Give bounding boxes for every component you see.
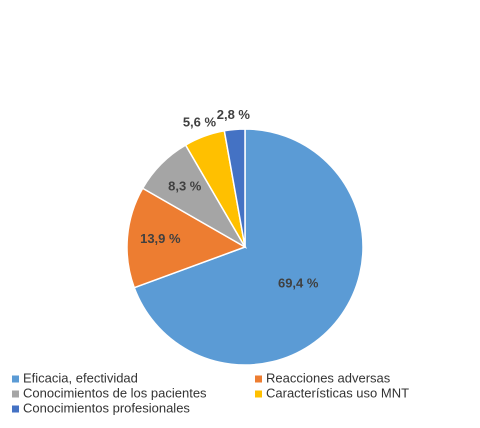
value-label: 13,9 % <box>140 231 181 246</box>
value-label: 5,6 % <box>183 114 217 129</box>
value-label: 2,8 % <box>217 107 251 122</box>
pie-slice <box>223 128 246 248</box>
legend-label: Reacciones adversas <box>266 370 391 385</box>
legend-label: Conocimientos de los pacientes <box>23 385 207 400</box>
pie-slice <box>133 128 364 366</box>
legend-label: Características uso MNT <box>266 385 409 400</box>
legend-swatch <box>12 405 19 413</box>
pie-slice <box>126 187 247 289</box>
legend-swatch <box>255 390 262 398</box>
value-label: 8,3 % <box>168 179 202 194</box>
legend-label: Conocimientos profesionales <box>23 400 190 415</box>
legend-swatch <box>255 375 262 383</box>
value-label: 69,4 % <box>278 276 319 291</box>
legend-swatch <box>12 390 19 398</box>
legend-label: Eficacia, efectividad <box>23 370 138 385</box>
legend-swatch <box>12 375 19 383</box>
